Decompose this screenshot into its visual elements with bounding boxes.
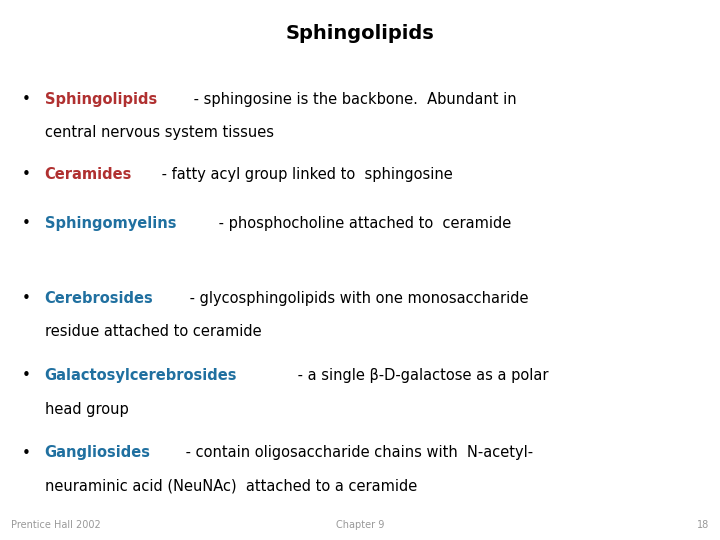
Text: Galactosylcerebrosides: Galactosylcerebrosides (45, 368, 237, 383)
Text: •: • (22, 446, 30, 461)
Text: Gangliosides: Gangliosides (45, 446, 150, 461)
Text: •: • (22, 216, 30, 231)
Text: •: • (22, 92, 30, 107)
Text: - a single β-D-galactose as a polar: - a single β-D-galactose as a polar (293, 368, 549, 383)
Text: Prentice Hall 2002: Prentice Hall 2002 (11, 520, 101, 530)
Text: neuraminic acid (NeuNAc)  attached to a ceramide: neuraminic acid (NeuNAc) attached to a c… (45, 479, 417, 494)
Text: •: • (22, 167, 30, 183)
Text: •: • (22, 291, 30, 306)
Text: •: • (22, 368, 30, 383)
Text: - sphingosine is the backbone.  Abundant in: - sphingosine is the backbone. Abundant … (189, 92, 517, 107)
Text: - phosphocholine attached to  ceramide: - phosphocholine attached to ceramide (215, 216, 512, 231)
Text: - contain oligosaccharide chains with  N-acetyl-: - contain oligosaccharide chains with N-… (181, 446, 534, 461)
Text: Chapter 9: Chapter 9 (336, 520, 384, 530)
Text: Sphingolipids: Sphingolipids (45, 92, 157, 107)
Text: Sphingolipids: Sphingolipids (286, 24, 434, 43)
Text: Sphingomyelins: Sphingomyelins (45, 216, 176, 231)
Text: head group: head group (45, 402, 128, 417)
Text: - glycosphingolipids with one monosaccharide: - glycosphingolipids with one monosaccha… (185, 291, 528, 306)
Text: Cerebrosides: Cerebrosides (45, 291, 153, 306)
Text: - fatty acyl group linked to  sphingosine: - fatty acyl group linked to sphingosine (158, 167, 453, 183)
Text: residue attached to ceramide: residue attached to ceramide (45, 324, 261, 339)
Text: central nervous system tissues: central nervous system tissues (45, 125, 274, 140)
Text: 18: 18 (697, 520, 709, 530)
Text: Ceramides: Ceramides (45, 167, 132, 183)
